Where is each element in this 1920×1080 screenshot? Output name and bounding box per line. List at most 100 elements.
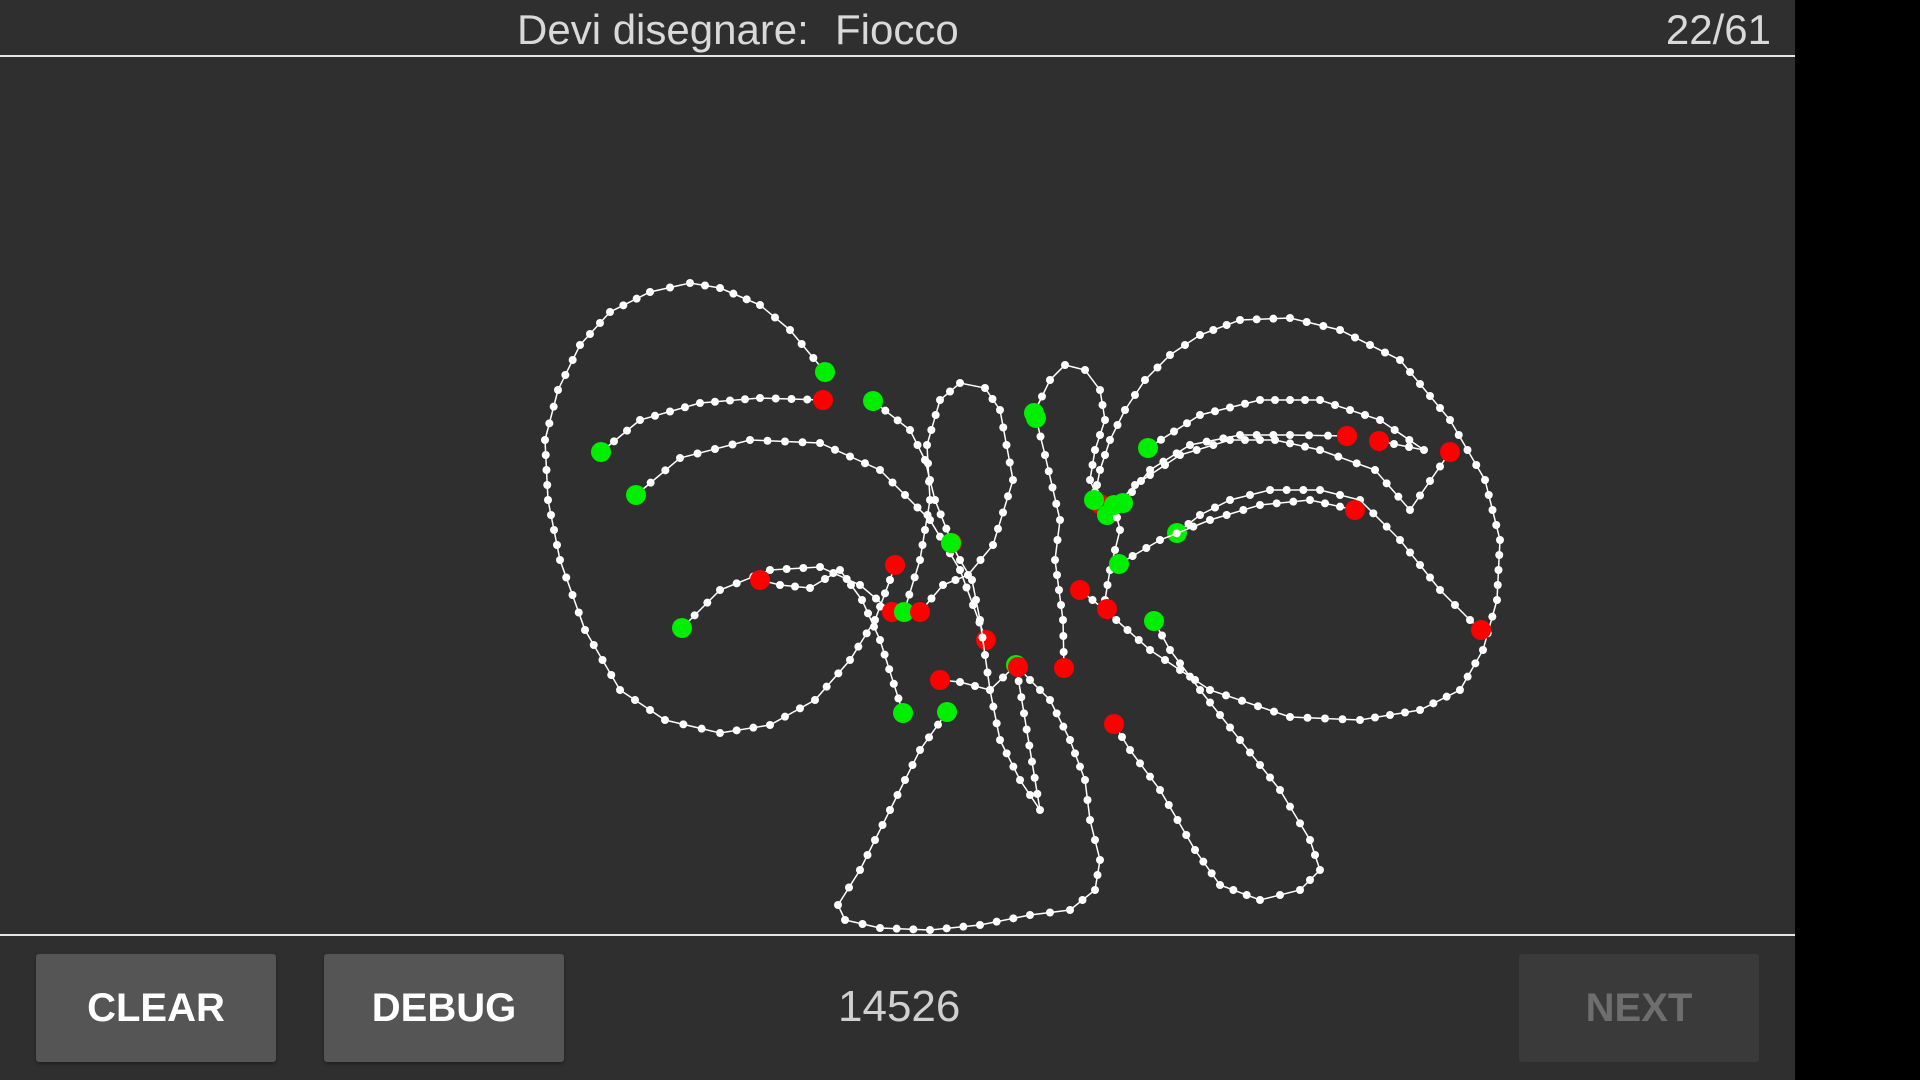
drawing-canvas[interactable]	[0, 57, 1795, 935]
sketch-point	[992, 917, 1001, 926]
sketch-point	[1101, 416, 1109, 424]
sketch-point	[1121, 406, 1129, 414]
sketch-point	[728, 440, 737, 449]
sketch-point	[809, 354, 818, 362]
sketch-point	[1055, 586, 1063, 594]
sketch-point	[992, 719, 1001, 728]
sketch-point	[1376, 416, 1384, 424]
sketch-point	[1331, 401, 1339, 409]
sketch-point	[1406, 368, 1414, 376]
sketch-point	[589, 641, 598, 649]
debug-button[interactable]: DEBUG	[324, 954, 564, 1062]
sketch-point	[1059, 648, 1068, 656]
sketch-point	[681, 403, 689, 412]
app-screen: Devi disegnare: Fiocco 22/61 CLEAR DEBUG…	[0, 0, 1795, 1080]
sketch-point	[1196, 511, 1204, 519]
sketch-point	[1466, 616, 1474, 624]
sketch-point	[1170, 427, 1178, 436]
sketch-point	[1484, 491, 1493, 499]
sketch-point	[1134, 636, 1143, 644]
sketch-point	[1302, 318, 1311, 326]
sketch-point	[1319, 322, 1328, 330]
sketch-point	[858, 596, 866, 604]
sketch-point	[1083, 796, 1092, 804]
next-button[interactable]: NEXT	[1519, 954, 1759, 1062]
sketch-point	[1246, 748, 1254, 757]
sketch-point	[1081, 776, 1089, 784]
sketch-point	[1046, 908, 1054, 917]
sketch-point	[1406, 548, 1414, 557]
sketch-point	[1206, 686, 1214, 694]
sketch-point	[581, 626, 589, 634]
sketch-point	[1041, 451, 1049, 459]
sketch-point	[1126, 746, 1134, 754]
sketch-point	[972, 596, 980, 604]
sketch-point	[1286, 713, 1294, 721]
sketch-point	[701, 281, 709, 290]
sketch-point	[1146, 646, 1154, 654]
sketch-point	[711, 397, 719, 406]
sketch-point	[544, 496, 552, 504]
sketch-point	[541, 436, 549, 444]
sketch-point	[607, 671, 616, 679]
sketch-point	[1113, 421, 1122, 429]
sketch-point	[1451, 601, 1459, 609]
sketch-point	[1118, 733, 1126, 741]
sketch-point	[1219, 434, 1228, 443]
stroke-start-marker	[1144, 611, 1164, 631]
sketch-point	[841, 916, 849, 924]
sketch-point	[1303, 713, 1312, 722]
sketch-point	[756, 394, 764, 402]
sketch-point	[729, 289, 738, 298]
sketch-point	[550, 526, 558, 534]
sketch-point	[1282, 486, 1291, 494]
sketch-point	[1153, 363, 1162, 372]
sketch-point	[771, 313, 779, 322]
sketch-point	[1159, 457, 1168, 466]
stroke-start-marker	[893, 703, 913, 723]
sketch-point	[1496, 536, 1504, 544]
sketch-point	[1017, 693, 1026, 702]
sketch-point	[847, 581, 855, 589]
sketch-point	[1286, 314, 1294, 322]
sketch-point	[1256, 896, 1264, 904]
sketch-point	[942, 924, 951, 933]
sketch-point	[766, 566, 774, 574]
sketch-point	[1252, 431, 1261, 439]
sketch-point	[1472, 461, 1481, 469]
sketch-point	[1025, 741, 1034, 750]
sketch-point	[1053, 536, 1062, 544]
sketch-point	[1096, 856, 1104, 864]
sketch-point	[959, 922, 968, 931]
sketch-point	[1036, 686, 1044, 694]
sketch-point	[1131, 391, 1139, 399]
sketch-stroke-0	[544, 282, 896, 734]
sketch-point	[876, 602, 884, 611]
sketch-point	[999, 508, 1007, 517]
sketch-point	[619, 301, 628, 310]
stroke-end-marker	[1369, 431, 1389, 451]
stroke-end-marker	[1070, 580, 1090, 600]
sketch-point	[1316, 396, 1324, 404]
sketch-point	[586, 330, 594, 338]
sketch-point	[862, 629, 871, 638]
sketch-point	[1093, 481, 1101, 489]
sketch-point	[893, 791, 902, 799]
clear-button[interactable]: CLEAR	[36, 954, 276, 1062]
score-value: 14526	[838, 982, 961, 1031]
sketch-point	[791, 582, 799, 591]
sketch-point	[1189, 522, 1198, 531]
sketch-point	[906, 426, 914, 434]
sketch-point	[806, 584, 814, 592]
sketch-point	[1226, 496, 1234, 504]
sketch-point	[1066, 906, 1074, 914]
stroke-end-marker	[1337, 426, 1357, 446]
sketch-point	[1111, 546, 1119, 554]
sketch-point	[956, 556, 964, 564]
sketch-point	[976, 616, 984, 624]
sketch-point	[1086, 476, 1094, 484]
sketch-point	[836, 566, 844, 574]
sketch-point	[1211, 503, 1219, 512]
sketch-point	[1053, 571, 1061, 579]
sketch-point	[978, 633, 987, 642]
